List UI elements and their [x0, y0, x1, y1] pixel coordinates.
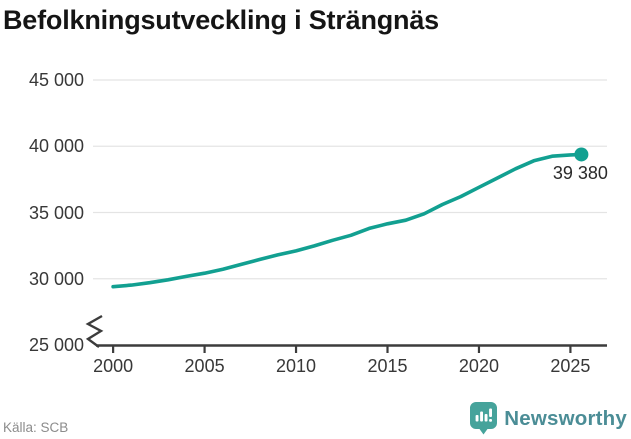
- source-note: Källa: SCB: [3, 420, 69, 435]
- y-axis-tick-label: 45 000: [28, 70, 84, 90]
- bar-chart-glyph: [475, 408, 493, 422]
- newsworthy-badge-icon: [470, 402, 498, 435]
- x-axis-tick-label: 2020: [458, 356, 499, 376]
- x-axis-tick-label: 2010: [276, 356, 317, 376]
- newsworthy-wordmark: Newsworthy: [504, 406, 627, 430]
- chart-title: Befolkningsutveckling i Strängnäs: [3, 5, 439, 35]
- latest-value-label: 39 380: [552, 163, 608, 184]
- y-axis-tick-label: 25 000: [28, 335, 84, 355]
- population-line: [111, 152, 584, 289]
- line-end-dot: [574, 147, 589, 162]
- x-axis-tick-label: 2025: [550, 356, 591, 376]
- y-axis-tick-label: 30 000: [28, 268, 84, 289]
- y-axis-tick-label: 35 000: [28, 202, 84, 223]
- axis-break-icon: [85, 314, 104, 348]
- x-axis-tick-label: 2015: [367, 356, 408, 376]
- newsworthy-logo: Newsworthy: [470, 402, 627, 435]
- x-axis-tick-label: 2000: [93, 356, 134, 376]
- x-axis-tick-label: 2005: [184, 356, 225, 376]
- y-axis-tick-label: 40 000: [28, 136, 84, 157]
